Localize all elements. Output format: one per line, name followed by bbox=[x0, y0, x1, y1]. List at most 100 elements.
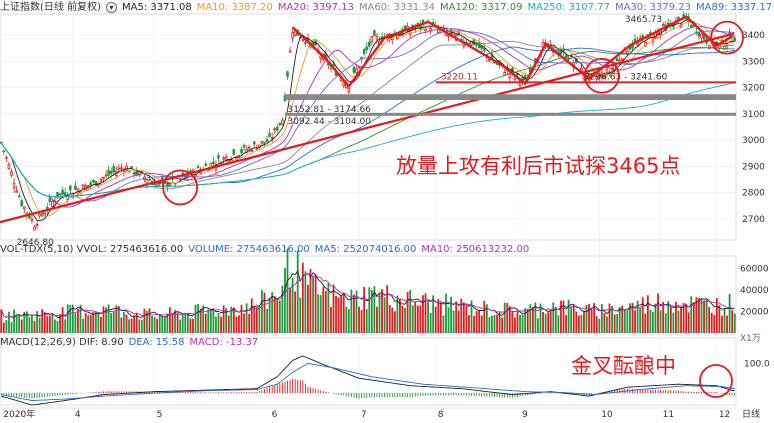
volume-bar bbox=[248, 314, 251, 333]
gap-label-1: 3152.81 - 3174.66 bbox=[288, 105, 372, 115]
candle-body bbox=[365, 46, 369, 51]
candle-body bbox=[480, 46, 484, 49]
volume-bar bbox=[613, 314, 616, 333]
volume-bar bbox=[718, 305, 721, 333]
volume-bar bbox=[445, 293, 447, 333]
candle-body bbox=[597, 74, 601, 78]
volume-bar bbox=[373, 286, 376, 333]
volume-bar bbox=[5, 320, 8, 333]
volume-bar bbox=[268, 297, 271, 333]
volume-bar bbox=[388, 305, 391, 333]
volume-bar bbox=[634, 310, 636, 333]
legend-item: VOL-TDX(5,10) VVOL: 275463616.00 bbox=[0, 244, 184, 255]
volume-bar bbox=[715, 297, 718, 333]
volume-bar bbox=[460, 298, 463, 333]
volume-bar bbox=[332, 284, 335, 333]
x-month-label: 8 bbox=[438, 410, 444, 420]
volume-bar bbox=[598, 318, 601, 333]
volume-bar bbox=[79, 304, 82, 333]
candle-body bbox=[697, 32, 701, 37]
volume-bar bbox=[516, 311, 519, 333]
candle-body bbox=[12, 182, 16, 189]
candle-body bbox=[5, 156, 8, 159]
volume-bar bbox=[422, 295, 424, 333]
volume-bar bbox=[654, 303, 657, 333]
volume-bar bbox=[675, 301, 677, 333]
candle-body bbox=[304, 42, 307, 45]
volume-bar bbox=[307, 284, 309, 333]
volume-bar bbox=[595, 316, 598, 333]
volume-bar bbox=[261, 289, 263, 333]
volume-bar bbox=[588, 303, 590, 333]
volume-bar bbox=[71, 304, 74, 333]
volume-bar bbox=[698, 297, 700, 333]
volume-bar bbox=[123, 312, 125, 333]
volume-bar bbox=[396, 295, 399, 333]
volume-bar bbox=[524, 308, 527, 333]
volume-bar bbox=[626, 310, 629, 333]
volume-bar bbox=[677, 310, 680, 333]
volume-bar bbox=[731, 310, 734, 333]
volume-bar bbox=[690, 296, 693, 333]
volume-bar bbox=[207, 309, 210, 333]
volume-bar bbox=[565, 314, 567, 333]
candle-body bbox=[301, 39, 305, 41]
x-axis-right-label: 日线 bbox=[742, 408, 760, 420]
candle-body bbox=[63, 192, 67, 197]
gap-label-2: 3092.44 - 3104.00 bbox=[288, 117, 372, 127]
volume-bar bbox=[46, 316, 49, 333]
volume-bar bbox=[266, 308, 268, 333]
candle-body bbox=[355, 68, 358, 74]
candle-body bbox=[81, 184, 85, 190]
x-month-label: 10 bbox=[601, 410, 613, 420]
volume-bar bbox=[496, 314, 498, 333]
volume-bar bbox=[554, 306, 557, 333]
volume-bar bbox=[84, 313, 87, 333]
candle-body bbox=[2, 150, 6, 153]
highlight-circle bbox=[699, 364, 733, 398]
volume-bar bbox=[294, 291, 297, 333]
candle-body bbox=[367, 41, 371, 47]
candle-body bbox=[260, 140, 264, 144]
volume-bar bbox=[498, 312, 501, 333]
volume-bar bbox=[439, 302, 442, 333]
candle-body bbox=[33, 226, 36, 231]
candle-body bbox=[212, 161, 215, 165]
volume-bar bbox=[411, 305, 414, 333]
volume-bar bbox=[570, 306, 573, 333]
price-header: 上证指数(日线 前复权) ▾ MA5: 3371.08 MA10: 3387.20 MA… bbox=[0, 1, 774, 15]
volume-bar bbox=[450, 296, 452, 333]
volume-bar bbox=[117, 306, 120, 333]
volume-bar bbox=[133, 315, 136, 333]
volume-bar bbox=[296, 250, 299, 333]
volume-bar bbox=[473, 315, 475, 333]
volume-bar bbox=[692, 302, 695, 333]
volume-bar bbox=[59, 314, 61, 333]
volume-bar bbox=[427, 300, 429, 333]
volume-bar bbox=[488, 317, 491, 333]
volume-bar bbox=[107, 304, 110, 333]
volume-bar bbox=[38, 317, 41, 333]
macd-line bbox=[1, 362, 735, 401]
volume-bar bbox=[726, 315, 728, 333]
volume-bar bbox=[192, 318, 194, 333]
candle-body bbox=[240, 149, 243, 154]
volume-bar bbox=[61, 307, 64, 333]
candle-body bbox=[255, 147, 259, 150]
settings-icon[interactable]: ▾ bbox=[105, 1, 117, 13]
macd-annotation: 金叉酝酿中 bbox=[571, 354, 676, 378]
volume-bar bbox=[506, 302, 509, 333]
volume-bar bbox=[616, 314, 619, 333]
candle-body bbox=[373, 30, 376, 37]
volume-bar bbox=[529, 304, 532, 333]
volume-bar bbox=[140, 320, 143, 333]
volume-bar bbox=[163, 317, 166, 333]
candle-body bbox=[549, 44, 553, 47]
candle-body bbox=[424, 28, 427, 32]
volume-ma-line bbox=[0, 270, 735, 318]
candle-body bbox=[370, 36, 374, 43]
volume-bar bbox=[110, 313, 113, 333]
highlight-circle bbox=[710, 20, 744, 55]
volume-bar bbox=[353, 294, 355, 333]
